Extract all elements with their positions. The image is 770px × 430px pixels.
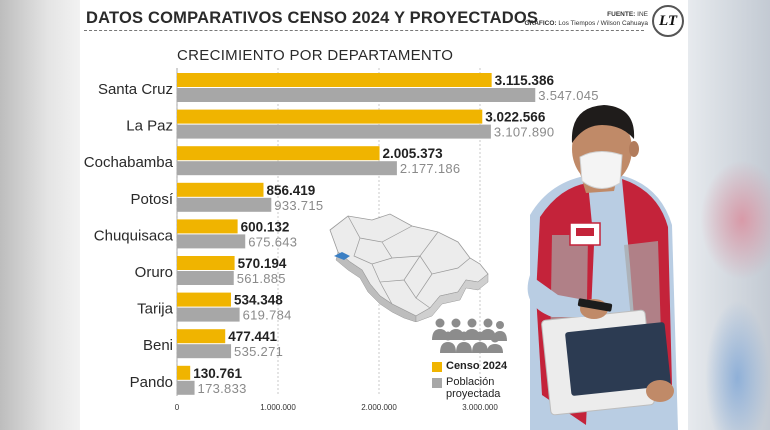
bar-census (177, 109, 483, 124)
background-blue-blur (705, 300, 770, 430)
legend-label-census: Censo 2024 (446, 360, 508, 372)
background-red-blur (700, 160, 770, 280)
census-worker-photo (527, 105, 678, 430)
infographic-title: DATOS COMPARATIVOS CENSO 2024 Y PROYECTA… (86, 9, 539, 27)
graphic-label: GRÁFICO: (524, 20, 557, 27)
bolivia-map (329, 213, 489, 322)
graphic-value: Los Tiempos / Wilson Cahuaya (558, 20, 648, 27)
legend-swatch-projected (432, 378, 442, 388)
data-label-projected: 561.885 (237, 271, 286, 286)
background-left (0, 0, 80, 430)
category-label: Santa Cruz (98, 81, 173, 98)
face-mask (579, 151, 623, 189)
graphic-line: GRÁFICO: Los Tiempos / Wilson Cahuaya (524, 19, 648, 28)
bar-census (177, 146, 380, 161)
data-label-census: 570.194 (238, 256, 287, 271)
bar-census (177, 73, 492, 87)
data-label-projected: 675.643 (248, 234, 297, 249)
bar-census (177, 182, 264, 197)
los-tiempos-logo: LT (652, 5, 684, 37)
data-label-census: 3.115.386 (495, 73, 555, 88)
legend-label-projected-2: proyectada (446, 388, 501, 400)
bar-chart: 0 1.000.000 2.000.000 3.000.000 Santa Cruz 3.… (84, 68, 599, 412)
map-body (329, 213, 489, 322)
bar-projected (177, 271, 234, 285)
phone (577, 298, 613, 312)
chart-title: CRECIMIENTO POR DEPARTAMENTO (177, 47, 454, 64)
bar-projected (177, 197, 272, 212)
worker-hair (571, 105, 635, 143)
data-label-projected: 173.833 (198, 381, 247, 396)
category-label: Potosí (130, 191, 173, 208)
bar-projected (177, 161, 397, 176)
data-label-projected: 933.715 (274, 198, 323, 213)
category-label: Oruro (135, 264, 173, 281)
category-label: Beni (143, 337, 173, 354)
data-label-census: 477.441 (228, 329, 277, 344)
bar-projected (177, 344, 232, 359)
lake-titicaca (334, 252, 350, 260)
data-label-census: 856.419 (266, 183, 315, 198)
bar-census (177, 256, 235, 270)
data-label-census: 130.761 (193, 366, 242, 381)
infographic-card: DATOS COMPARATIVOS CENSO 2024 Y PROYECTA… (80, 0, 688, 430)
bar-census (177, 219, 238, 234)
category-label: Cochabamba (84, 154, 174, 171)
source-label: FUENTE: (607, 11, 636, 18)
bar-projected (177, 380, 195, 395)
source-value: INE (637, 11, 648, 18)
x-tick-label: 1.000.000 (260, 403, 296, 412)
x-tick-label: 2.000.000 (361, 403, 397, 412)
source-line: FUENTE: INE (524, 10, 648, 19)
tablet (565, 322, 671, 396)
data-label-projected: 3.107.890 (494, 125, 555, 140)
data-label-projected: 2.177.186 (400, 161, 461, 176)
category-label: La Paz (126, 118, 173, 135)
data-label-projected: 3.547.045 (538, 88, 599, 103)
bar-census (177, 365, 191, 380)
legend-label-projected-1: Población (446, 376, 495, 388)
data-label-census: 600.132 (241, 219, 290, 234)
legend-swatch-census (432, 362, 442, 372)
data-label-census: 534.348 (234, 293, 283, 308)
bar-projected (177, 307, 240, 322)
data-label-projected: 619.784 (243, 308, 292, 323)
bar-projected (177, 124, 491, 139)
people-group-icon (432, 318, 507, 353)
category-label: Tarija (137, 301, 174, 318)
data-label-census: 2.005.373 (383, 146, 444, 161)
bar-census (177, 329, 226, 344)
bar-projected (177, 88, 536, 102)
data-label-census: 3.022.566 (485, 110, 546, 125)
x-tick-label: 0 (175, 403, 180, 412)
bar-projected (177, 234, 246, 249)
category-label: Pando (130, 374, 173, 391)
header-divider (84, 30, 644, 31)
category-label: Chuquisaca (94, 227, 174, 244)
data-label-projected: 535.271 (234, 344, 283, 359)
credits: FUENTE: INE GRÁFICO: Los Tiempos / Wilso… (524, 10, 648, 28)
bar-census (177, 292, 231, 307)
x-tick-label: 3.000.000 (462, 403, 498, 412)
